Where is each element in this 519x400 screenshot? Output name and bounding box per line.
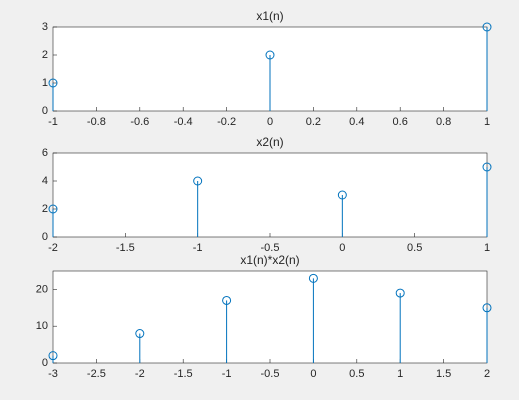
x-tick-label: -1.5 bbox=[116, 242, 135, 254]
stem-marker bbox=[395, 288, 405, 298]
axes bbox=[52, 152, 488, 238]
y-tick-label: 1 bbox=[42, 77, 48, 89]
y-tick-label: 0 bbox=[42, 231, 48, 243]
axes-title: x2(n) bbox=[256, 135, 283, 149]
x-tick-label: -0.2 bbox=[217, 116, 236, 128]
stem-marker bbox=[135, 329, 145, 339]
x-tick-label: -2 bbox=[135, 368, 145, 380]
x-tick-label: 2 bbox=[484, 368, 490, 380]
y-tick-label: 3 bbox=[42, 21, 48, 33]
x-tick-label: 0 bbox=[310, 368, 316, 380]
stem-marker bbox=[482, 162, 492, 172]
x-tick-label: -0.8 bbox=[87, 116, 106, 128]
x-tick-label: -2.5 bbox=[87, 368, 106, 380]
stem-marker bbox=[337, 190, 347, 200]
y-tick-label: 10 bbox=[36, 320, 48, 332]
stem-marker bbox=[308, 273, 318, 283]
x-tick-label: -0.6 bbox=[130, 116, 149, 128]
y-tick-label: 2 bbox=[42, 49, 48, 61]
stem-marker bbox=[193, 176, 203, 186]
x-tick-label: 0 bbox=[267, 116, 273, 128]
x-tick-label: -0.4 bbox=[174, 116, 193, 128]
stem-marker bbox=[48, 204, 58, 214]
stem-marker bbox=[48, 78, 58, 88]
axes-title: x1(n)*x2(n) bbox=[240, 253, 299, 267]
x-tick-label: 0.5 bbox=[407, 242, 422, 254]
y-tick-label: 4 bbox=[42, 175, 48, 187]
y-tick-label: 6 bbox=[42, 147, 48, 159]
x-tick-label: 1 bbox=[484, 116, 490, 128]
y-tick-label: 2 bbox=[42, 203, 48, 215]
x-tick-label: 0.2 bbox=[306, 116, 321, 128]
x-tick-label: -1.5 bbox=[174, 368, 193, 380]
y-tick-label: 20 bbox=[36, 283, 48, 295]
x-tick-label: -0.5 bbox=[261, 368, 280, 380]
y-tick-label: 0 bbox=[42, 357, 48, 369]
axes bbox=[52, 270, 488, 364]
stem-marker bbox=[482, 22, 492, 32]
x-tick-label: -1 bbox=[222, 368, 232, 380]
x-tick-label: 0.6 bbox=[393, 116, 408, 128]
x-tick-label: -3 bbox=[48, 368, 58, 380]
x-tick-label: 0.5 bbox=[349, 368, 364, 380]
stem-marker bbox=[222, 295, 232, 305]
x-tick-label: 1.5 bbox=[436, 368, 451, 380]
x-tick-label: -1 bbox=[193, 242, 203, 254]
x-tick-label: 1 bbox=[484, 242, 490, 254]
y-tick-label: 0 bbox=[42, 105, 48, 117]
stem-marker bbox=[48, 351, 58, 361]
x-tick-label: 0.4 bbox=[349, 116, 364, 128]
x-tick-label: 0.8 bbox=[436, 116, 451, 128]
axes-title: x1(n) bbox=[256, 9, 283, 23]
stem-marker bbox=[482, 303, 492, 313]
stem-marker bbox=[265, 50, 275, 60]
x-tick-label: -2 bbox=[48, 242, 58, 254]
x-tick-label: 0 bbox=[339, 242, 345, 254]
x-tick-label: -1 bbox=[48, 116, 58, 128]
x-tick-label: 1 bbox=[397, 368, 403, 380]
x-tick-label: -0.5 bbox=[261, 242, 280, 254]
